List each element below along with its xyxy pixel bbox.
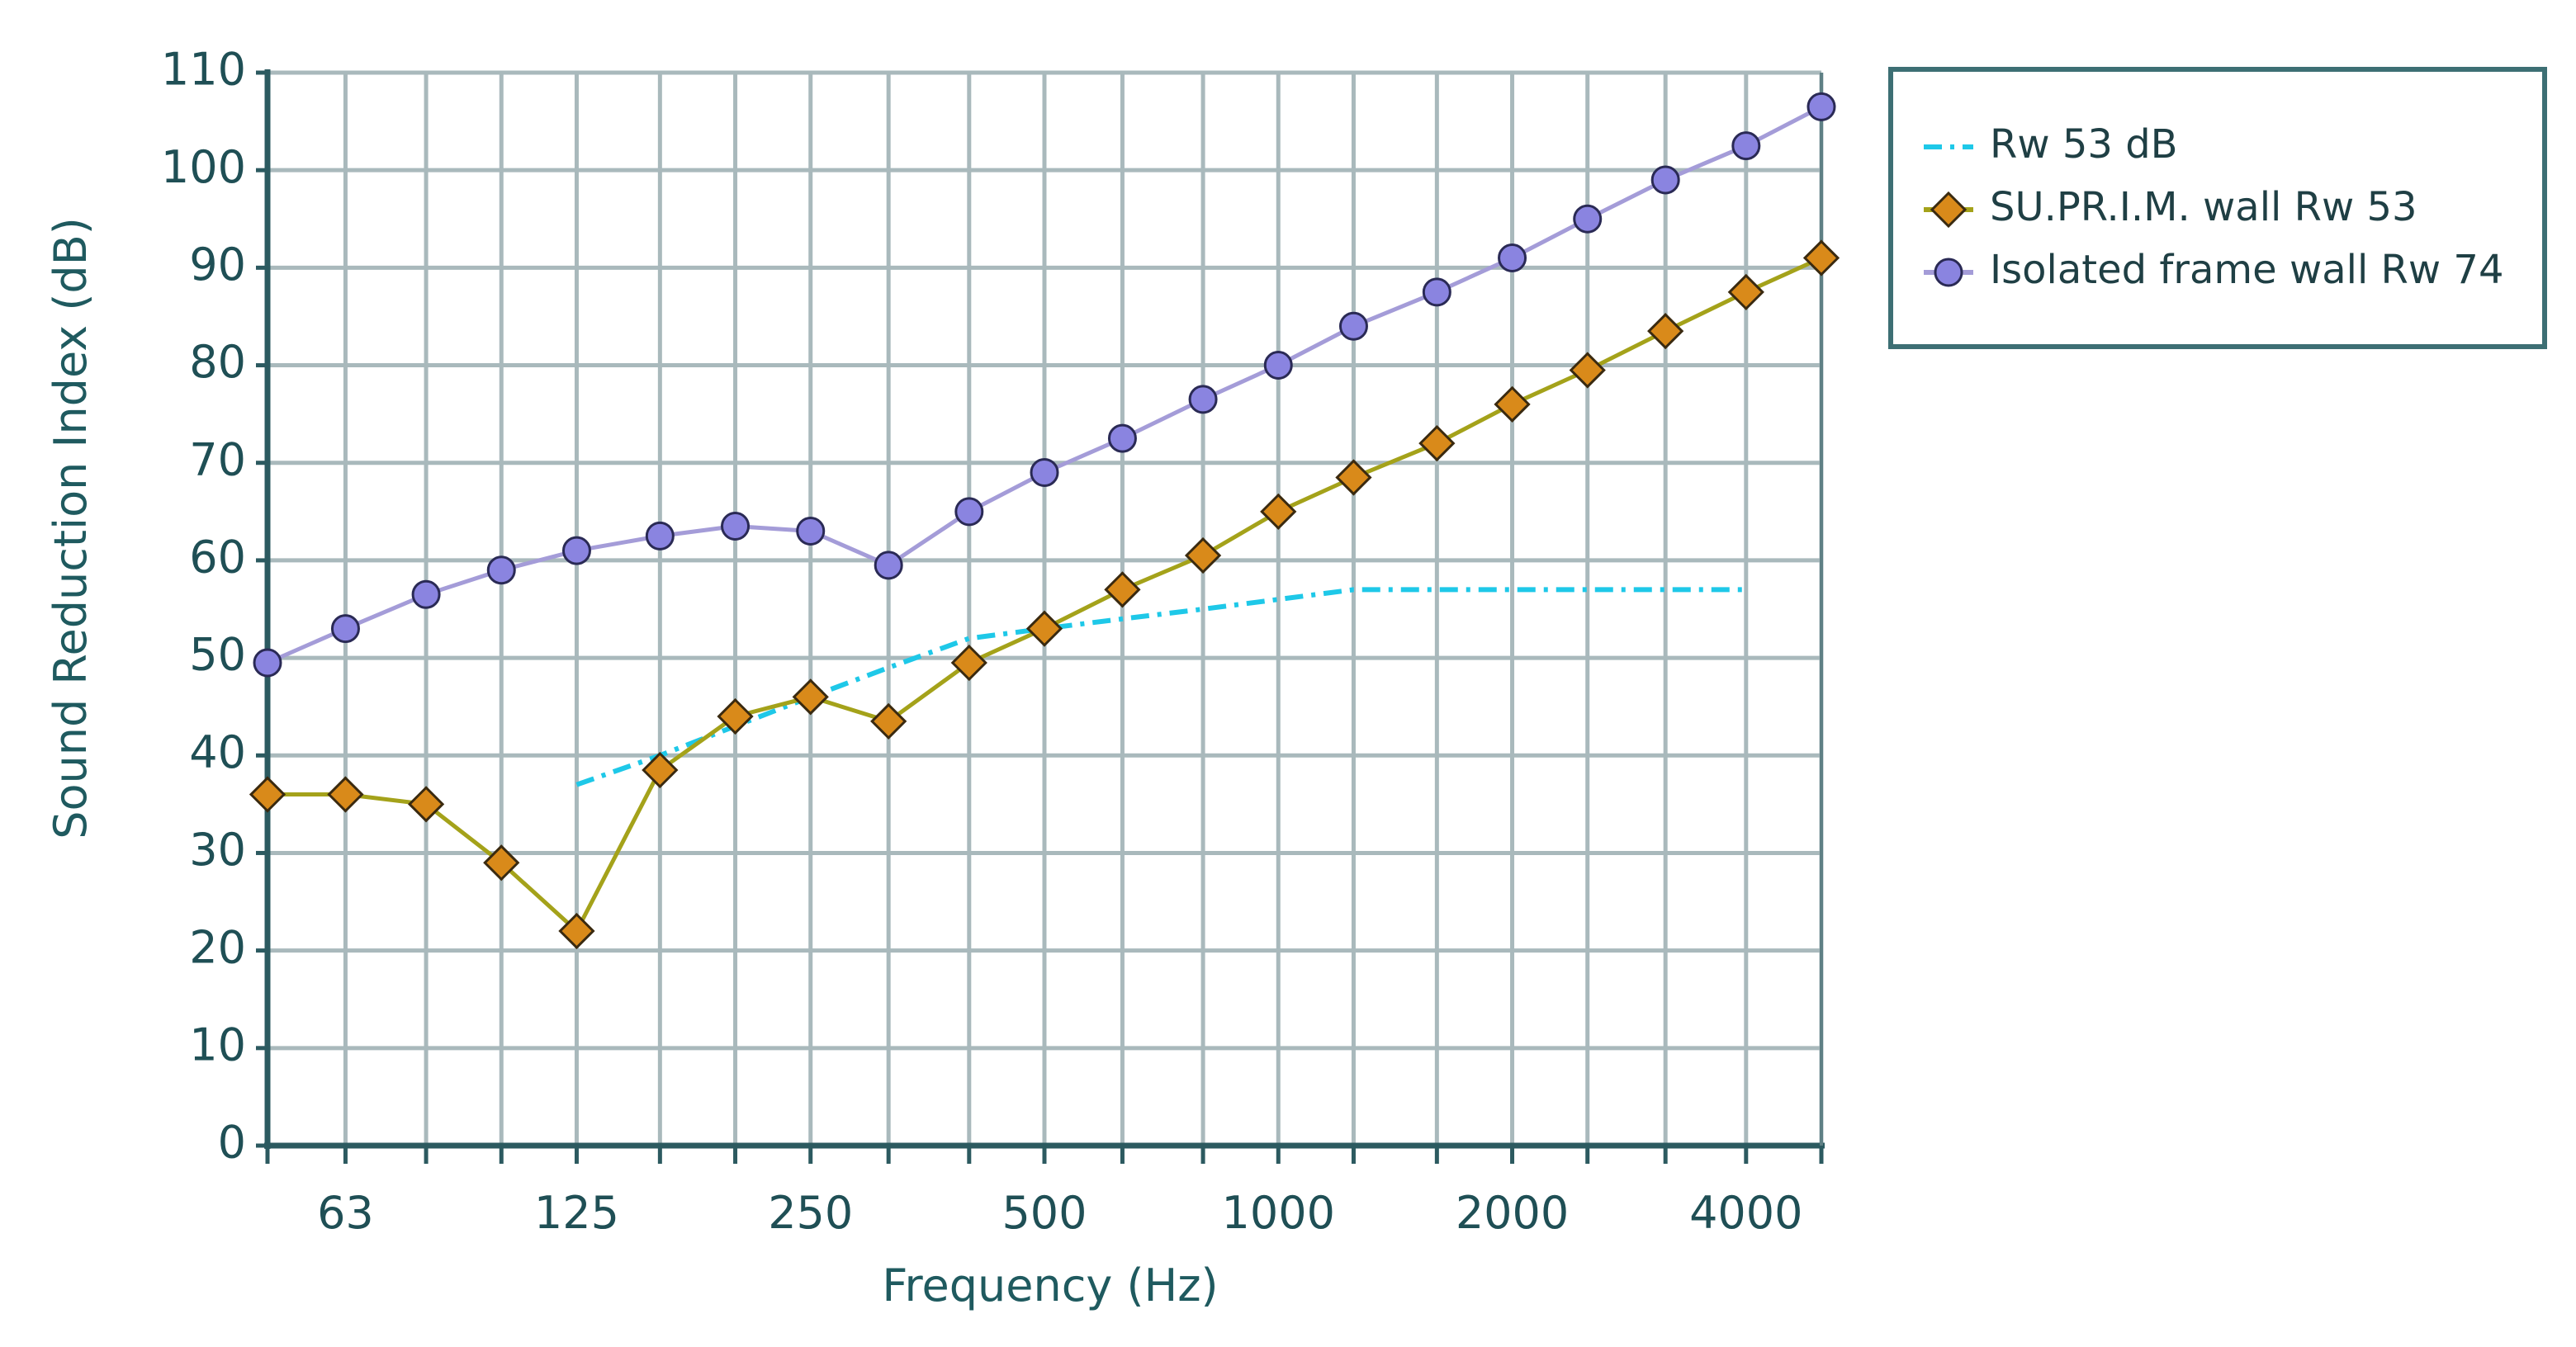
data-point xyxy=(558,912,595,950)
data-point xyxy=(1335,459,1372,496)
data-point xyxy=(1647,313,1684,350)
data-point xyxy=(483,844,520,881)
y-tick-label: 70 xyxy=(189,433,246,485)
data-point xyxy=(1338,311,1368,341)
series-2 xyxy=(253,92,1836,678)
x-tick-label: 250 xyxy=(768,1187,853,1239)
data-point xyxy=(407,786,445,823)
x-tick-label: 125 xyxy=(534,1187,619,1239)
data-point xyxy=(249,776,286,813)
x-tick-label: 1000 xyxy=(1222,1187,1335,1239)
data-point xyxy=(411,579,441,609)
x-tick-label: 63 xyxy=(317,1187,374,1239)
data-point xyxy=(330,614,360,644)
data-point xyxy=(1569,352,1606,389)
data-point xyxy=(1260,493,1297,530)
data-point xyxy=(1727,273,1764,311)
data-point xyxy=(253,648,282,678)
legend-marker-suprim xyxy=(1930,191,1968,229)
data-point xyxy=(1107,423,1137,453)
data-point xyxy=(1104,571,1141,608)
data-point xyxy=(486,555,516,585)
data-point xyxy=(796,516,826,546)
data-point xyxy=(954,497,984,527)
data-point xyxy=(792,678,829,716)
data-point xyxy=(1802,239,1840,276)
x-tick-label: 500 xyxy=(1002,1187,1087,1239)
y-axis-ticks: 0 10 20 30 40 50 60 70 80 90 100 110 xyxy=(161,44,268,1169)
data-point xyxy=(1188,385,1218,414)
data-point xyxy=(1184,536,1222,574)
y-tick-label: 90 xyxy=(189,239,246,291)
data-point xyxy=(717,697,754,735)
data-point xyxy=(1650,165,1680,195)
data-point xyxy=(950,644,987,682)
data-point xyxy=(1422,277,1451,307)
series-1 xyxy=(249,239,1840,950)
y-tick-label: 50 xyxy=(189,629,246,681)
y-tick-label: 100 xyxy=(161,141,246,193)
series-line xyxy=(575,587,1746,787)
y-tick-label: 0 xyxy=(218,1117,246,1169)
y-tick-label: 80 xyxy=(189,336,246,388)
y-tick-label: 60 xyxy=(189,532,246,584)
legend: Rw 53 dB SU.PR.I.M. wall Rw 53 Isolated … xyxy=(1888,67,2547,349)
data-point xyxy=(1263,351,1293,380)
grid xyxy=(265,70,1824,1148)
data-point xyxy=(1573,204,1603,234)
data-point xyxy=(642,751,679,789)
data-point xyxy=(870,702,907,740)
data-point xyxy=(1494,385,1531,423)
y-tick-label: 30 xyxy=(189,824,246,876)
series-0 xyxy=(575,587,1746,787)
data-point xyxy=(1731,131,1761,161)
data-point xyxy=(1030,458,1059,488)
x-axis-title: Frequency (Hz) xyxy=(882,1260,1218,1312)
series-layer xyxy=(249,92,1840,950)
legend-box xyxy=(1888,67,2547,349)
data-point xyxy=(721,512,751,541)
data-point xyxy=(1807,92,1836,121)
y-tick-label: 20 xyxy=(189,921,246,973)
x-tick-label: 4000 xyxy=(1689,1187,1802,1239)
legend-label-rw53: Rw 53 dB xyxy=(1990,121,2178,168)
data-point xyxy=(327,776,364,813)
y-axis-title: Sound Reduction Index (dB) xyxy=(45,217,97,839)
data-point xyxy=(874,551,903,580)
legend-label-isolated: Isolated frame wall Rw 74 xyxy=(1990,247,2504,293)
data-point xyxy=(1418,424,1456,462)
y-tick-label: 110 xyxy=(161,44,246,96)
data-point xyxy=(561,536,591,565)
data-point xyxy=(645,521,675,551)
y-tick-label: 10 xyxy=(189,1019,246,1071)
data-point xyxy=(1025,610,1063,647)
legend-marker-isolated xyxy=(1934,258,1963,287)
x-axis-ticks: 63 125 250 500 1000 2000 4000 xyxy=(265,1146,1824,1239)
data-point xyxy=(1498,243,1527,273)
y-tick-label: 40 xyxy=(189,726,246,778)
legend-label-suprim: SU.PR.I.M. wall Rw 53 xyxy=(1990,184,2417,230)
x-tick-label: 2000 xyxy=(1456,1187,1569,1239)
